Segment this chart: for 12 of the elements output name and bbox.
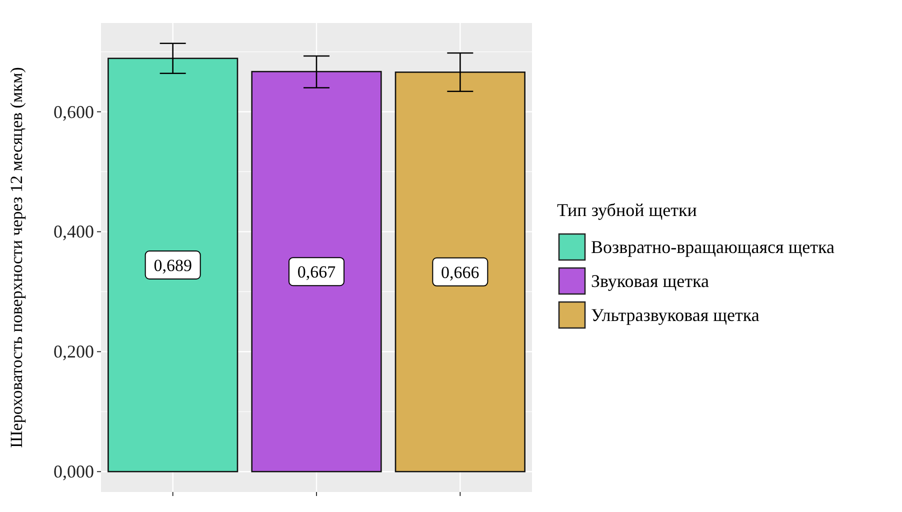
y-tick-label: 0,600 [54, 102, 94, 122]
data-label: 0,689 [154, 256, 192, 275]
data-label: 0,667 [297, 262, 336, 282]
y-tick-label: 0,000 [54, 462, 94, 482]
data-label: 0,666 [441, 262, 480, 282]
y-tick-label: 0,400 [54, 222, 94, 242]
y-axis-title: Шероховатость поверхности через 12 месяцев (мкм) [7, 67, 26, 448]
legend-label: Ультразвуковая щетка [591, 305, 760, 325]
text: Возвратно-вращающаяся щетка [591, 237, 835, 257]
legend-title: Тип зубной щетки [557, 200, 698, 220]
legend-label: Звуковая щетка [591, 271, 709, 291]
y-tick-label: 0,200 [54, 342, 94, 362]
